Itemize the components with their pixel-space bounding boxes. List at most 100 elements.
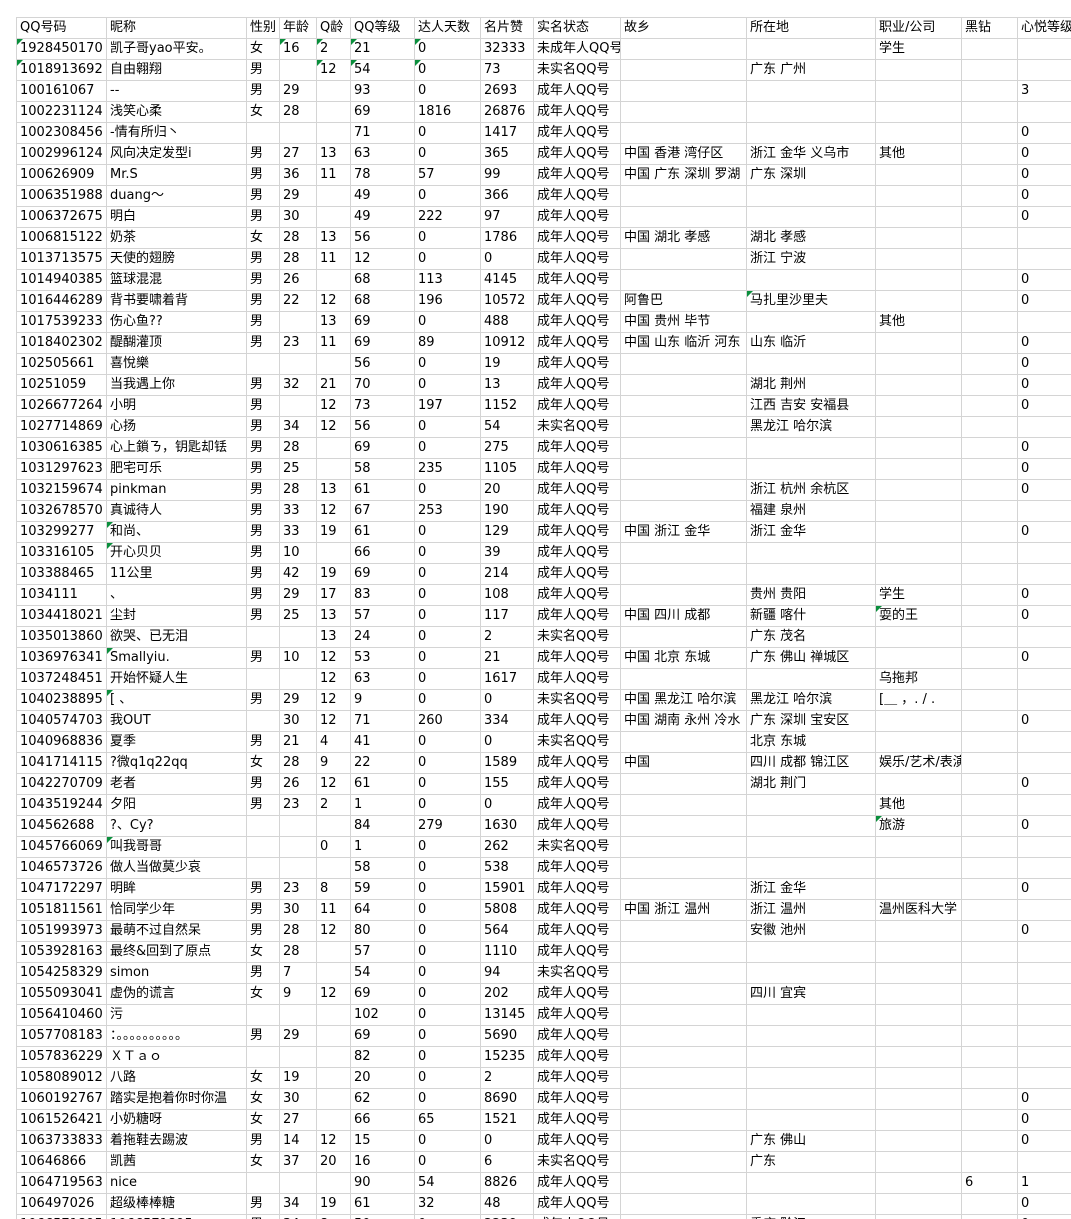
cell-cardlikes[interactable]: 365 [480,143,534,165]
cell-qlevel[interactable]: 68 [350,269,415,291]
cell-qq[interactable]: 1045766069 [16,836,107,858]
cell-location[interactable] [746,836,876,858]
cell-cardlikes[interactable]: 108 [480,584,534,606]
cell-gender[interactable]: 男 [246,290,280,312]
cell-gender[interactable] [246,836,280,858]
cell-job[interactable] [875,395,962,417]
cell-location[interactable] [746,1172,876,1194]
cell-job[interactable] [875,353,962,375]
cell-qage[interactable] [316,101,351,123]
cell-cardlikes[interactable]: 99 [480,164,534,186]
cell-qq[interactable]: 1036976341 [16,647,107,669]
cell-hometown[interactable] [620,437,747,459]
cell-age[interactable]: 28 [279,941,317,963]
cell-cardlikes[interactable]: 5690 [480,1025,534,1047]
cell-xinyue[interactable]: 0 [1017,521,1071,543]
column-header-qage[interactable]: Q龄 [316,17,351,39]
cell-realname[interactable]: 成年人QQ号 [533,983,621,1005]
cell-qlevel[interactable]: 66 [350,1109,415,1131]
cell-job[interactable] [875,563,962,585]
cell-job[interactable] [875,185,962,207]
cell-realname[interactable]: 成年人QQ号 [533,563,621,585]
cell-cardlikes[interactable]: 10572 [480,290,534,312]
table-row[interactable]: 102505661 喜悅樂 56 0 19 成年人QQ号 0 [16,353,1071,375]
cell-location[interactable] [746,563,876,585]
cell-hometown[interactable] [620,416,747,438]
cell-blackdiamond[interactable] [961,248,1018,270]
cell-cardlikes[interactable]: 15235 [480,1046,534,1068]
cell-qlevel[interactable]: 58 [350,458,415,480]
cell-cardlikes[interactable]: 0 [480,248,534,270]
table-row[interactable]: 1030616385 心上鎖ㄋ，钥匙却铥男 28 69 0 275 成年人QQ号 0 [16,437,1071,459]
cell-qage[interactable]: 12 [316,395,351,417]
cell-job[interactable] [875,479,962,501]
cell-location[interactable] [746,122,876,144]
cell-qlevel[interactable]: 69 [350,311,415,333]
cell-nickname[interactable]: -情有所归丶 [106,122,247,144]
cell-location[interactable] [746,206,876,228]
cell-darendays[interactable]: 0 [414,1151,481,1173]
cell-hometown[interactable] [620,815,747,837]
cell-qq[interactable]: 1030616385 [16,437,107,459]
cell-job[interactable]: 学生 [875,38,962,60]
cell-gender[interactable]: 女 [246,1088,280,1110]
cell-nickname[interactable]: 夏季 [106,731,247,753]
cell-darendays[interactable]: 65 [414,1109,481,1131]
cell-qlevel[interactable]: 49 [350,185,415,207]
cell-qq[interactable]: 1027714869 [16,416,107,438]
cell-qlevel[interactable]: 83 [350,584,415,606]
cell-age[interactable] [279,1172,317,1194]
cell-qlevel[interactable]: 71 [350,710,415,732]
table-row[interactable]: 1053928163 最终&回到了原点女 28 57 0 1110 成年人QQ号 [16,941,1071,963]
cell-location[interactable]: 广东 深圳 宝安区 [746,710,876,732]
cell-realname[interactable]: 成年人QQ号 [533,227,621,249]
cell-gender[interactable]: 男 [246,542,280,564]
cell-cardlikes[interactable]: 2693 [480,80,534,102]
cell-realname[interactable]: 成年人QQ号 [533,185,621,207]
cell-realname[interactable]: 成年人QQ号 [533,710,621,732]
cell-cardlikes[interactable]: 1417 [480,122,534,144]
cell-cardlikes[interactable]: 1105 [480,458,534,480]
cell-qq[interactable]: 10646866 [16,1151,107,1173]
cell-darendays[interactable]: 0 [414,374,481,396]
cell-nickname[interactable]: 篮球混混 [106,269,247,291]
cell-age[interactable]: 9 [279,983,317,1005]
cell-blackdiamond[interactable] [961,1214,1018,1219]
cell-xinyue[interactable]: 0 [1017,353,1071,375]
cell-age[interactable]: 34 [279,1193,317,1215]
cell-qlevel[interactable]: 69 [350,983,415,1005]
cell-job[interactable] [875,290,962,312]
cell-qq[interactable]: 1006372675 [16,206,107,228]
cell-nickname[interactable]: 明眸 [106,878,247,900]
table-row[interactable]: 1016446289 背书要啸着背男 22 12 68 196 10572 成年人QQ号 阿鲁巴… [16,290,1071,312]
cell-blackdiamond[interactable] [961,983,1018,1005]
cell-realname[interactable]: 成年人QQ号 [533,374,621,396]
cell-hometown[interactable]: 阿鲁巴 [620,290,747,312]
cell-blackdiamond[interactable] [961,647,1018,669]
cell-darendays[interactable]: 0 [414,857,481,879]
cell-darendays[interactable]: 0 [414,1025,481,1047]
cell-age[interactable]: 23 [279,878,317,900]
cell-qage[interactable] [316,185,351,207]
cell-hometown[interactable] [620,983,747,1005]
cell-realname[interactable]: 成年人QQ号 [533,794,621,816]
cell-age[interactable]: 34 [279,1214,317,1219]
cell-age[interactable]: 21 [279,731,317,753]
cell-age[interactable] [279,836,317,858]
cell-cardlikes[interactable]: 13145 [480,1004,534,1026]
cell-location[interactable]: 浙江 金华 [746,878,876,900]
cell-blackdiamond[interactable] [961,752,1018,774]
cell-job[interactable] [875,1088,962,1110]
cell-hometown[interactable] [620,626,747,648]
cell-gender[interactable]: 男 [246,143,280,165]
cell-qq[interactable]: 100626909 [16,164,107,186]
cell-qlevel[interactable]: 73 [350,395,415,417]
cell-realname[interactable]: 未成年人QQ号 [533,38,621,60]
cell-age[interactable]: 37 [279,1151,317,1173]
cell-cardlikes[interactable]: 0 [480,794,534,816]
cell-blackdiamond[interactable] [961,857,1018,879]
cell-qlevel[interactable]: 61 [350,521,415,543]
table-row[interactable]: 1040238895 [ 、男 29 12 9 0 0 未实名QQ号 中国 黑龙江 哈尔滨 黑龙… [16,689,1071,711]
cell-darendays[interactable]: 0 [414,647,481,669]
cell-qlevel[interactable]: 1 [350,794,415,816]
